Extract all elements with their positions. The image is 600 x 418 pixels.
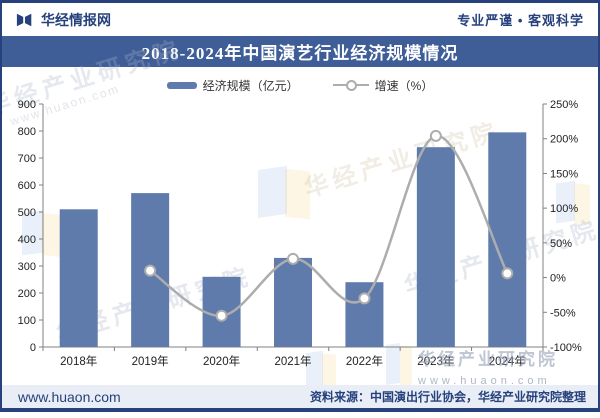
right-axis-tick-label: 250% — [550, 99, 578, 111]
x-axis-category-label: 2019年 — [132, 354, 169, 368]
growth-marker — [429, 129, 442, 142]
legend-bar-label: 经济规模（亿元） — [202, 78, 299, 93]
brand: 华经情报网 — [16, 10, 111, 30]
chart-title: 2018-2024年中国演艺行业经济规模情况 — [141, 44, 459, 63]
left-axis-tick-label: 700 — [18, 153, 36, 165]
bar-2023年 — [416, 147, 455, 347]
x-axis-category-label: 2021年 — [274, 354, 311, 368]
legend: 经济规模（亿元） 增速（%） — [0, 74, 600, 96]
bar-line-chart: 0 100 200 300 400 500 600 700 800 900 -100% -50% 0% 5… — [18, 99, 582, 368]
right-axis-tick-label: 50% — [550, 238, 572, 250]
bar-swatch-icon — [166, 81, 197, 89]
growth-marker — [358, 292, 371, 305]
chart-title-bar: 2018-2024年中国演艺行业经济规模情况 — [2, 36, 598, 67]
x-axis-category-label: 2018年 — [60, 354, 97, 368]
growth-marker — [144, 264, 157, 277]
left-axis-tick-label: 800 — [18, 126, 36, 138]
footer-site-link[interactable]: www.huaon.com — [18, 388, 121, 405]
right-axis-tick-label: -100% — [550, 342, 582, 354]
right-axis-tick-label: 0% — [550, 273, 566, 285]
bar-2018年 — [59, 209, 98, 347]
right-axis-tick-label: 200% — [550, 134, 578, 146]
left-axis-tick-label: 100 — [18, 315, 36, 327]
bar-2022年 — [345, 282, 384, 347]
growth-marker — [215, 309, 228, 322]
x-axis-category-label: 2022年 — [346, 354, 383, 368]
left-axis-tick-label: 200 — [18, 288, 36, 300]
footer-rule — [0, 408, 600, 412]
right-axis-tick-label: -50% — [550, 307, 576, 319]
bar-2021年 — [274, 257, 312, 347]
header-slogan: 专业严谨 • 客观科学 — [457, 13, 584, 28]
right-axis-tick-label: 150% — [550, 168, 578, 180]
left-axis-tick-label: 0 — [30, 342, 36, 354]
growth-marker — [287, 252, 299, 265]
line-swatch-icon — [332, 80, 369, 91]
brand-name: 华经情报网 — [41, 11, 111, 28]
x-axis-category-label: 2023年 — [417, 354, 454, 368]
left-axis-tick-label: 300 — [18, 261, 36, 273]
huajing-logo-icon — [16, 11, 34, 29]
legend-item-bars: 经济规模（亿元） — [166, 77, 299, 94]
growth-marker — [501, 267, 514, 280]
right-axis-tick-label: 100% — [550, 203, 578, 215]
left-axis-tick-label: 400 — [18, 234, 36, 246]
footer-source-note: 资料来源：中国演出行业协会，华经产业研究院整理 — [309, 390, 586, 404]
left-axis-tick-label: 600 — [18, 180, 36, 192]
header: 华经情报网 专业严谨 • 客观科学 — [0, 3, 600, 36]
x-axis-category-label: 2020年 — [203, 354, 240, 368]
left-axis-tick-label: 900 — [18, 99, 36, 111]
x-axis-category-label: 2024年 — [489, 354, 526, 368]
footer: www.huaon.com 资料来源：中国演出行业协会，华经产业研究院整理 — [2, 385, 598, 408]
legend-line-label: 增速（%） — [374, 78, 434, 93]
legend-item-line: 增速（%） — [332, 77, 434, 94]
left-axis-tick-label: 500 — [18, 207, 36, 219]
